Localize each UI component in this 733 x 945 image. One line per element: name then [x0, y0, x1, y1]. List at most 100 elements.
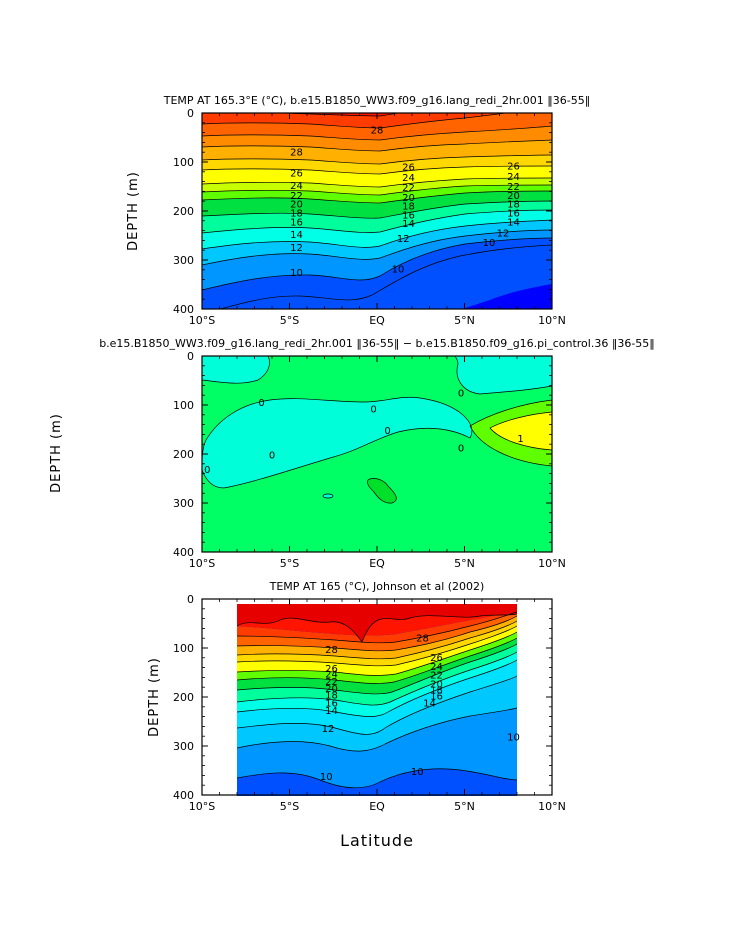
diff-zero-contour-top-right: [454, 356, 552, 395]
contour-label: 14: [325, 706, 338, 717]
contour-label: 26: [507, 161, 520, 172]
isotherm-24: [202, 154, 552, 165]
y-tick-label: 400: [173, 303, 194, 316]
obs-isotherm-26: [237, 615, 517, 652]
isotherm-14: [202, 219, 552, 250]
obs-band-27: [237, 610, 517, 643]
contour-label: 0: [269, 450, 275, 461]
obs-band-24: [237, 616, 517, 659]
contour-label: 18: [430, 686, 443, 697]
isotherm-27: [202, 113, 509, 129]
contour-label: 1: [517, 434, 523, 445]
x-tick-label: 10°S: [189, 314, 215, 327]
obs-isotherm-22: [237, 631, 517, 676]
diff-region-negative-top-right: [455, 356, 552, 394]
isotherm-26: [202, 125, 552, 141]
obs-band-29: [237, 604, 517, 642]
obs-band-22: [237, 626, 517, 676]
diff-contour-positive-2: [489, 411, 552, 451]
contour-label: 16: [430, 692, 443, 703]
temp-band-26: [202, 113, 552, 140]
temp-band-27: [202, 113, 506, 128]
y-tick-label: 400: [173, 546, 194, 559]
x-tick-label: 5°N: [454, 800, 475, 813]
contour-label: 12: [322, 724, 335, 735]
contour-label: 22: [430, 670, 443, 681]
contour-label: 18: [325, 691, 338, 702]
y-tick-label: 200: [173, 448, 194, 461]
temp-band-24: [202, 140, 552, 164]
contour-label: 12: [497, 229, 510, 240]
obs-isotherm-28: [237, 613, 517, 643]
panel-model-temperature-ylabel: DEPTH (m): [126, 171, 141, 251]
x-tick-label: 10°S: [189, 557, 215, 570]
obs-band-13: [237, 660, 517, 735]
x-tick-label: 10°N: [538, 557, 566, 570]
contour-label: 0: [204, 465, 210, 476]
x-tick-label: 5°S: [280, 557, 299, 570]
contour-label: 20: [507, 191, 520, 202]
x-axis-label: Latitude: [340, 831, 414, 850]
contour-label: 14: [423, 698, 436, 709]
x-tick-label: EQ: [369, 557, 385, 570]
panel-model-temperature-title: TEMP AT 165.3°E (°C), b.e15.B1850_WW3.f0…: [163, 94, 591, 107]
obs-isotherm-20: [237, 637, 517, 684]
obs-isotherm-10: [237, 768, 517, 789]
isotherm-11: [202, 237, 552, 291]
contour-label: 24: [430, 662, 443, 673]
contour-label: 10: [483, 238, 496, 249]
contour-label: 14: [290, 230, 303, 241]
contour-label: 22: [507, 182, 520, 193]
panel-model-temperature: TEMP AT 165.3°E (°C), b.e15.B1850_WW3.f0…: [126, 94, 591, 327]
diff-zero-contour-band: [202, 396, 473, 489]
isotherm-23: [202, 165, 552, 175]
obs-band-16: [237, 644, 517, 706]
y-tick-label: 100: [173, 642, 194, 655]
contour-label: 26: [325, 664, 338, 675]
obs-band-14: [237, 652, 517, 717]
contour-label: 22: [290, 191, 303, 202]
diff-region-negative-band: [202, 397, 472, 488]
diff-contour-positive-1: [469, 399, 552, 467]
obs-isotherm-27: [237, 611, 517, 644]
contour-label: 20: [430, 679, 443, 690]
y-tick-label: 300: [173, 497, 194, 510]
contour-label: 0: [258, 398, 264, 409]
x-tick-label: 5°S: [280, 314, 299, 327]
contour-label: 20: [325, 684, 338, 695]
panel-observations-fill: [237, 604, 517, 796]
contour-label: 16: [325, 698, 338, 709]
contour-label: 16: [402, 210, 415, 221]
temp-band-12: [202, 220, 552, 265]
contour-label: 18: [507, 200, 520, 211]
contour-label: 16: [290, 217, 303, 228]
isotherm-28: [267, 113, 400, 117]
contour-label: 10: [411, 767, 424, 778]
isotherm-12: [202, 229, 552, 266]
diff-contour-negative-small: [322, 493, 334, 499]
contour-label: 0: [458, 444, 464, 455]
obs-isotherm-23: [237, 625, 517, 667]
x-tick-label: 10°S: [189, 800, 215, 813]
x-tick-label: 10°N: [538, 314, 566, 327]
temp-band-11: [202, 230, 552, 309]
panel-observations-ylabel: DEPTH (m): [147, 657, 162, 737]
y-tick-label: 200: [173, 691, 194, 704]
obs-band-12: [237, 676, 517, 752]
panel-observations: TEMP AT 165 (°C), Johnson et al (2002): [147, 580, 566, 850]
obs-isotherm-12: [237, 707, 517, 752]
x-tick-label: EQ: [369, 800, 385, 813]
contour-label: 24: [507, 172, 520, 183]
contour-label: 0: [370, 404, 376, 415]
panel-difference: b.e15.B1850_WW3.f09_g16.lang_redi_2hr.00…: [49, 337, 655, 570]
x-tick-label: 10°N: [538, 800, 566, 813]
contour-label: 28: [416, 634, 429, 645]
panel-difference-fill: [202, 356, 552, 552]
diff-contour-positive-eq: [367, 478, 397, 504]
contour-label: 22: [325, 677, 338, 688]
panel-observations-title: TEMP AT 165 (°C), Johnson et al (2002): [269, 580, 485, 593]
contour-label: 10: [507, 733, 520, 744]
contour-label: 28: [325, 645, 338, 656]
